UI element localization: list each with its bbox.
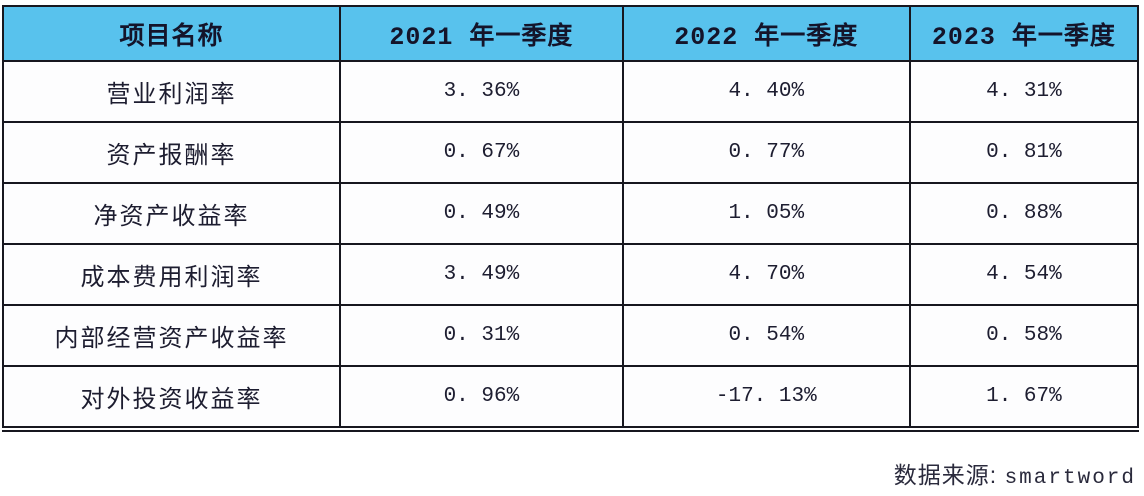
table-row: 内部经营资产收益率 0. 31% 0. 54% 0. 58% (1, 304, 1140, 367)
table-row: 营业利润率 3. 36% 4. 40% 4. 31% (1, 60, 1140, 123)
header-project-name: 项目名称 (1, 5, 342, 62)
row-label: 资产报酬率 (1, 121, 342, 184)
value-cell: 4. 31% (908, 60, 1140, 123)
header-label: 2021 年一季度 (389, 22, 574, 52)
value-cell: 1. 05% (621, 182, 911, 245)
value-cell: 4. 54% (908, 243, 1140, 306)
value-cell: 3. 49% (339, 243, 624, 306)
table-row: 净资产收益率 0. 49% 1. 05% 0. 88% (1, 182, 1140, 245)
value-cell: 4. 40% (621, 60, 911, 123)
header-2023-q1: 2023 年一季度 (908, 5, 1140, 62)
value-cell: -17. 13% (621, 365, 911, 430)
value-cell: 0. 67% (339, 121, 624, 184)
value-cell: 1. 67% (908, 365, 1140, 430)
row-label: 对外投资收益率 (1, 365, 342, 430)
row-label: 成本费用利润率 (1, 243, 342, 306)
value-cell: 0. 81% (908, 121, 1140, 184)
value-cell: 0. 88% (908, 182, 1140, 245)
header-2021-q1: 2021 年一季度 (339, 5, 624, 62)
value-cell: 0. 77% (621, 121, 911, 184)
header-label: 项目名称 (119, 22, 224, 52)
value-cell: 0. 58% (908, 304, 1140, 367)
data-source-value: smartword (1004, 467, 1136, 490)
row-label: 净资产收益率 (1, 182, 342, 245)
row-label: 内部经营资产收益率 (1, 304, 342, 367)
value-cell: 0. 54% (621, 304, 911, 367)
header-label: 2023 年一季度 (931, 22, 1116, 52)
value-cell: 4. 70% (621, 243, 911, 306)
data-source-caption: 数据来源: smartword (894, 456, 1136, 490)
table-row: 对外投资收益率 0. 96% -17. 13% 1. 67% (1, 365, 1140, 430)
value-cell: 0. 49% (339, 182, 624, 245)
header-label: 2022 年一季度 (674, 22, 859, 52)
data-source-label: 数据来源: (893, 462, 998, 488)
financial-ratios-table: 项目名称 2021 年一季度 2022 年一季度 2023 年一季度 营业利润率… (1, 5, 1140, 432)
header-2022-q1: 2022 年一季度 (621, 5, 911, 62)
value-cell: 3. 36% (339, 60, 624, 123)
value-cell: 0. 31% (339, 304, 624, 367)
row-label: 营业利润率 (1, 60, 342, 123)
header-row: 项目名称 2021 年一季度 2022 年一季度 2023 年一季度 (1, 5, 1140, 62)
value-cell: 0. 96% (339, 365, 624, 430)
table-row: 资产报酬率 0. 67% 0. 77% 0. 81% (1, 121, 1140, 184)
table-container: 项目名称 2021 年一季度 2022 年一季度 2023 年一季度 营业利润率… (1, 5, 1140, 432)
table-row: 成本费用利润率 3. 49% 4. 70% 4. 54% (1, 243, 1140, 306)
